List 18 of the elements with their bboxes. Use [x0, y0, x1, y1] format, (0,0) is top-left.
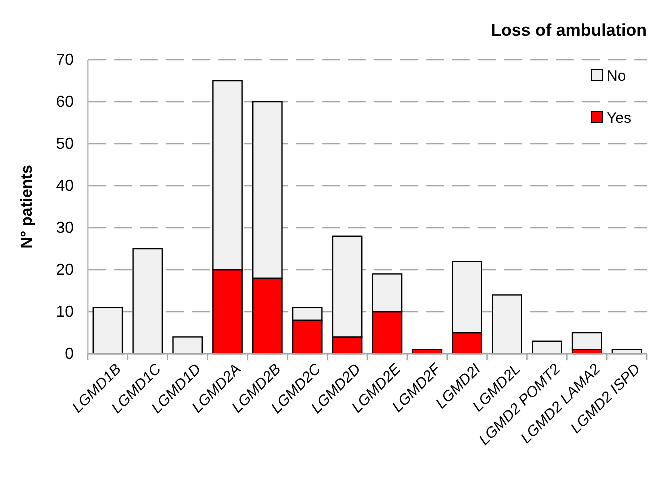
bar: [532, 340, 562, 355]
bar: [92, 307, 124, 355]
y-tick-label: 30: [56, 220, 74, 238]
chart-title: Loss of ambulation: [491, 21, 647, 40]
bar: [132, 248, 164, 355]
y-tick-label: 70: [56, 52, 74, 70]
y-tick-label: 60: [56, 94, 74, 112]
bar: [172, 336, 203, 355]
bar: [492, 294, 522, 355]
legend-label: Yes: [607, 110, 632, 127]
legend-label: No: [607, 68, 626, 85]
y-tick-label: 0: [65, 346, 74, 364]
y-tick-label: 20: [56, 262, 74, 280]
y-axis-title: N° patients: [19, 165, 36, 249]
y-tick-label: 50: [56, 136, 74, 154]
bar: [572, 332, 602, 350]
y-tick-label: 10: [56, 304, 74, 322]
y-tick-label: 40: [56, 178, 74, 196]
